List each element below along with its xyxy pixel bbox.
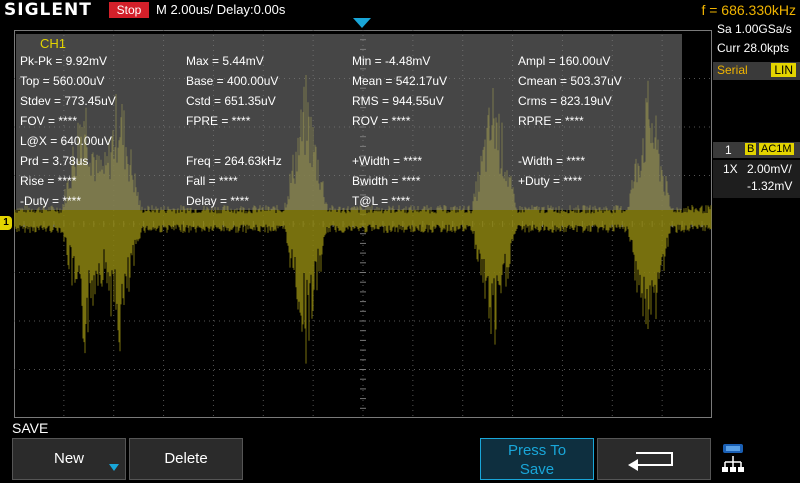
delay-value: Delay:0.00s — [216, 2, 286, 17]
press-to-save-line1: Press To — [507, 442, 567, 459]
run-stop-status[interactable]: Stop — [109, 2, 149, 18]
measurement-value: L@X = 640.00uV — [20, 134, 112, 148]
measurement-panel: CH1 Pk-Pk = 9.92mV Max = 5.44mV Min = -4.4… — [16, 34, 682, 210]
measurement-value: Min = -4.48mV — [352, 54, 431, 68]
new-label: New — [53, 450, 84, 467]
memory-depth: Curr 28.0kpts — [717, 41, 790, 55]
decode-status[interactable]: Serial LIN — [713, 62, 800, 80]
measurement-value: RPRE = **** — [518, 114, 584, 128]
measurement-value: Rise = **** — [20, 174, 77, 188]
delete-button[interactable]: Delete — [129, 438, 243, 480]
coupling-mode: AC1M — [759, 143, 794, 155]
measurement-channel-title: CH1 — [40, 36, 67, 51]
measurement-value: Pk-Pk = 9.92mV — [20, 54, 108, 68]
measurement-value: +Width = **** — [352, 154, 423, 168]
back-button[interactable] — [597, 438, 711, 480]
trigger-frequency: f = 686.330kHz — [701, 2, 796, 18]
measurement-value: -Width = **** — [518, 154, 586, 168]
measurement-value: RMS = 944.55uV — [352, 94, 444, 108]
new-button[interactable]: New — [12, 438, 126, 480]
measurement-value: Cmean = 503.37uV — [518, 74, 622, 88]
measurement-value: Fall = **** — [186, 174, 238, 188]
measurement-value: Prd = 3.78us — [20, 154, 89, 168]
measurement-value: FOV = **** — [20, 114, 78, 128]
volts-per-div: 2.00mV/ — [747, 162, 792, 176]
return-arrow-icon — [628, 452, 673, 471]
brand-logo: SIGLENT — [4, 0, 92, 20]
measurement-value: Delay = **** — [186, 194, 250, 208]
channel1-scale[interactable]: 1X 2.00mV/ -1.32mV — [713, 160, 800, 198]
press-to-save-button[interactable]: Press To Save — [480, 438, 594, 480]
measurement-value: Bwidth = **** — [352, 174, 421, 188]
measurement-value: Crms = 823.19uV — [518, 94, 612, 108]
channel1-status[interactable]: 1 B AC1M — [713, 142, 800, 158]
measurement-value: Mean = 542.17uV — [352, 74, 448, 88]
measurement-value: Cstd = 651.35uV — [186, 94, 276, 108]
measurement-value: Freq = 264.63kHz — [186, 154, 282, 168]
measurement-value: Stdev = 773.45uV — [20, 94, 116, 108]
trigger-position-marker-icon[interactable] — [353, 18, 371, 28]
network-icon[interactable] — [720, 442, 746, 476]
measurement-value: FPRE = **** — [186, 114, 251, 128]
timebase-readout: M 2.00us/ Delay:0.00s — [156, 0, 285, 20]
top-status-bar: SIGLENT Stop M 2.00us/ Delay:0.00s f = 6… — [0, 0, 800, 20]
channel-number: 1 — [725, 143, 732, 157]
decode-label: Serial — [717, 63, 748, 77]
channel1-offset-marker[interactable]: 1 — [0, 216, 12, 230]
measurement-value: Ampl = 160.00uV — [518, 54, 611, 68]
measurement-value: +Duty = **** — [518, 174, 583, 188]
menu-title: SAVE — [12, 420, 49, 436]
timebase-value: M 2.00us/ — [156, 2, 214, 17]
delete-label: Delete — [164, 450, 208, 467]
chevron-down-icon — [109, 464, 119, 471]
sample-rate: Sa 1.00GSa/s — [717, 22, 792, 36]
measurement-value: T@L = **** — [352, 194, 411, 208]
channel-offset: -1.32mV — [747, 179, 793, 193]
press-to-save-line2: Save — [519, 461, 555, 478]
measurement-value: Top = 560.00uV — [20, 74, 105, 88]
decode-mode: LIN — [771, 63, 796, 77]
measurement-value: Base = 400.00uV — [186, 74, 279, 88]
measurement-value: Max = 5.44mV — [186, 54, 264, 68]
right-info-panel: Sa 1.00GSa/s Curr 28.0kpts Serial LIN 1 … — [713, 20, 800, 430]
measurement-value: ROV = **** — [352, 114, 411, 128]
bandwidth-limit-flag: B — [745, 143, 757, 155]
probe-attenuation: 1X — [723, 162, 738, 176]
measurement-value: -Duty = **** — [20, 194, 82, 208]
